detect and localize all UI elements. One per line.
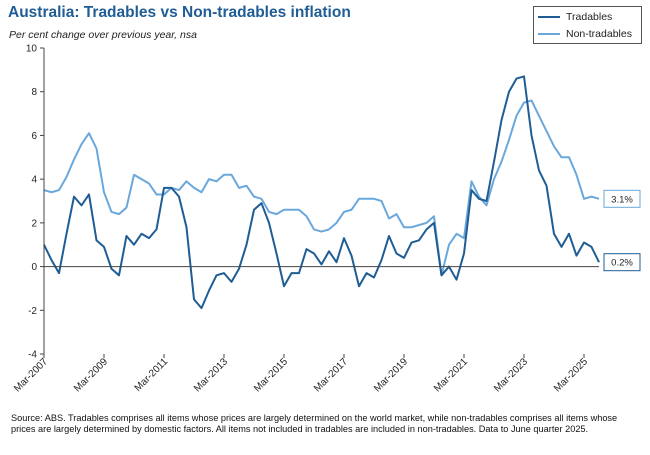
chart-subtitle: Per cent change over previous year, nsa [9, 29, 197, 41]
y-tick-label-0: -4 [28, 350, 37, 361]
end-label-box-1 [603, 253, 641, 272]
end-label-box-0 [603, 189, 641, 208]
x-tick-label-7: Mar-2021 [432, 356, 470, 394]
series-line-non-tradables [43, 99, 600, 277]
y-tick-label-7: 10 [26, 44, 38, 55]
source-note: Source: ABS. Tradables comprises all ite… [11, 413, 618, 434]
legend-entry-tradables: Tradables [538, 9, 612, 25]
x-tick-label-6: Mar-2019 [372, 356, 410, 394]
legend-swatch-tradables [538, 16, 560, 18]
end-label-text-0: 3.1% [611, 194, 633, 205]
x-tick-label-2: Mar-2011 [133, 356, 171, 394]
x-tick-label-9: Mar-2025 [552, 356, 590, 394]
y-tick-label-5: 6 [31, 131, 37, 142]
x-tick-label-3: Mar-2013 [192, 356, 230, 394]
series-layer [43, 75, 600, 310]
legend-entry-non-tradables: Non-tradables [538, 26, 632, 42]
legend-label-tradables: Tradables [566, 11, 613, 23]
legend-label-non-tradables: Non-tradables [566, 28, 632, 40]
x-tick-label-4: Mar-2015 [252, 356, 290, 394]
y-tick-label-3: 2 [31, 218, 37, 229]
x-tick-label-8: Mar-2023 [492, 356, 530, 394]
x-tick-label-1: Mar-2009 [72, 356, 110, 394]
y-axis-ticks: -4 -2 0 2 4 6 8 10 [26, 44, 44, 361]
y-tick-label-2: 0 [31, 262, 37, 273]
series-line-tradables [43, 75, 600, 310]
legend: Tradables Non-tradables [533, 6, 642, 44]
y-tick-label-6: 8 [31, 87, 37, 98]
axes [43, 48, 599, 354]
chart-title: Australia: Tradables vs Non-tradables in… [8, 4, 351, 21]
x-axis-ticks: Mar-2007 Mar-2009 Mar-2011 Mar-2013 Mar-2015… [12, 354, 590, 394]
end-label-text-1: 0.2% [611, 258, 633, 269]
y-tick-label-4: 4 [31, 175, 37, 186]
legend-swatch-non-tradables [538, 33, 560, 35]
x-tick-label-5: Mar-2017 [312, 356, 350, 394]
end-labels: 3.1% 0.2% [603, 189, 641, 272]
y-tick-label-1: -2 [28, 306, 37, 317]
x-tick-label-0: Mar-2007 [12, 356, 50, 394]
